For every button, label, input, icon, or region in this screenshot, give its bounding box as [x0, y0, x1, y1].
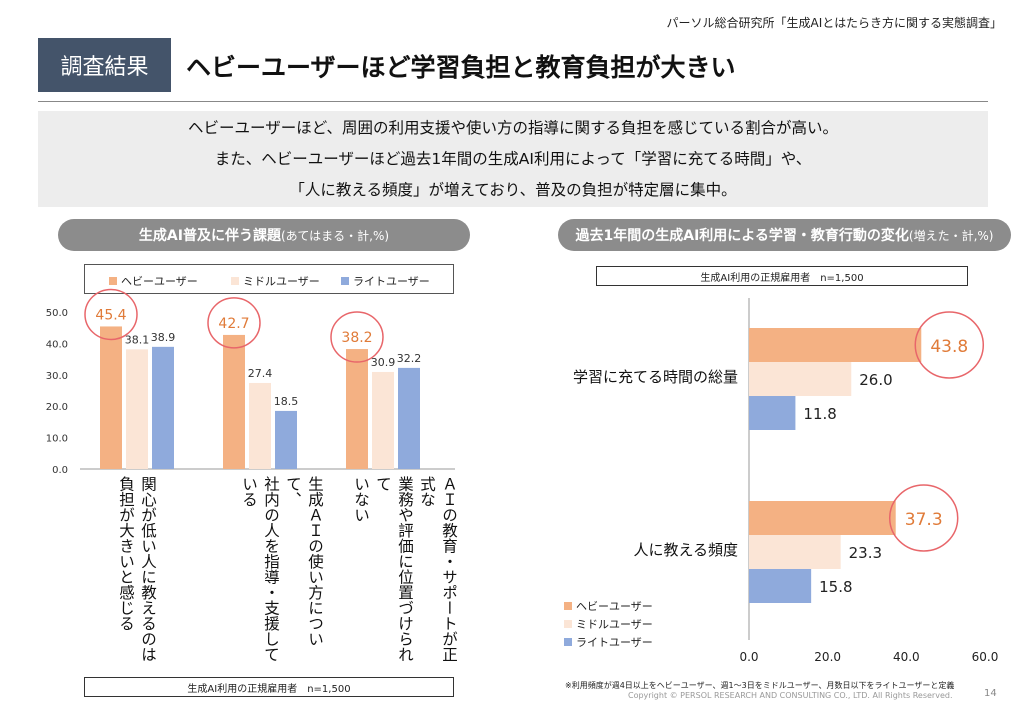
data-label: 38.1: [125, 333, 150, 346]
bar: [275, 410, 297, 469]
bar: [152, 346, 174, 469]
legend-label: ライトユーザー: [576, 636, 653, 649]
legend-item-middle: ミドルユーザー: [564, 616, 653, 632]
highlight-circle: [84, 288, 138, 341]
legend-label: ミドルユーザー: [576, 618, 653, 631]
legend-label: ミドルユーザー: [243, 275, 320, 288]
summary-box: ヘビーユーザーほど、周囲の利用支援や使い方の指導に関する負担を感じている割合が高…: [38, 111, 988, 207]
legend-swatch-heavy: [109, 277, 117, 285]
category-label-line: 業務や評価に位置づけられて: [374, 476, 414, 662]
legend-item-heavy: ヘビーユーザー: [109, 273, 198, 289]
category-label-line: 生成ＡＩの使い方について、: [284, 476, 324, 647]
legend-label: ライトユーザー: [353, 275, 430, 288]
data-label: 30.9: [371, 356, 396, 369]
y-tick-label: 40.0: [46, 339, 68, 350]
right-legend: ヘビーユーザー ミドルユーザー ライトユーザー: [562, 594, 666, 650]
category-label-line: いない: [352, 476, 370, 523]
legend-label: ヘビーユーザー: [576, 600, 653, 613]
right-panel-title-main: 過去1年間の生成AI利用による学習・教育行動の変化: [575, 228, 909, 244]
data-label: 38.2: [341, 330, 372, 346]
left-legend: ヘビーユーザー ミドルユーザー ライトユーザー: [84, 264, 454, 294]
data-label: 38.9: [151, 331, 176, 344]
data-label: 42.7: [218, 316, 249, 332]
left-panel-title-main: 生成AI普及に伴う課題: [138, 228, 281, 244]
left-panel-title: 生成AI普及に伴う課題 (あてはまる・計,%): [58, 219, 470, 251]
category-label: 関心が低い人に教えるのは 負担が大きいと感じる: [115, 476, 159, 676]
highlight-circle: [207, 297, 261, 349]
bar: [126, 349, 148, 469]
footnote: ※利用頻度が週4日以上をヘビーユーザー、週1～3日をミドルユーザー、月数日以下を…: [565, 681, 955, 690]
summary-line-3: 「人に教える頻度」が増えており、普及の負担が特定層に集中。: [289, 181, 737, 199]
y-tick-label: 0.0: [52, 465, 68, 476]
title-divider: [38, 101, 988, 102]
right-panel-title-sub: (増えた・計,%): [908, 228, 994, 243]
legend-item-light: ライトユーザー: [341, 273, 430, 289]
legend-swatch-light: [341, 277, 349, 285]
right-panel-title: 過去1年間の生成AI利用による学習・教育行動の変化 (増えた・計,%): [558, 219, 1011, 251]
data-label: 18.5: [274, 395, 299, 408]
category-label-line: ＡＩの教育・サポートが正式な: [418, 476, 458, 662]
bar: [372, 371, 394, 469]
left-panel-title-sub: (あてはまる・計,%): [280, 228, 390, 243]
section-badge: 調査結果: [38, 38, 171, 92]
y-tick-label: 10.0: [46, 434, 68, 445]
legend-label: ヘビーユーザー: [121, 275, 198, 288]
data-label: 32.2: [397, 352, 422, 365]
bar: [100, 326, 122, 469]
y-tick-label: 20.0: [46, 402, 68, 413]
legend-item-light: ライトユーザー: [564, 634, 653, 650]
bar: [398, 367, 420, 469]
legend-swatch-middle: [564, 620, 572, 628]
legend-item-middle: ミドルユーザー: [231, 273, 320, 289]
left-n-note: 生成AI利用の正規雇用者 n=1,500: [84, 677, 454, 697]
y-tick-label: 50.0: [46, 308, 68, 319]
y-tick-label: 30.0: [46, 371, 68, 382]
page-title: ヘビーユーザーほど学習負担と教育負担が大きい: [186, 53, 736, 82]
source-note: パーソル総合研究所「生成AIとはたらき方に関する実態調査」: [666, 16, 1002, 30]
data-label: 27.4: [248, 367, 273, 380]
summary-line-2: また、ヘビーユーザーほど過去1年間の生成AI利用によって「学習に充てる時間」や、: [214, 150, 812, 168]
bar: [346, 349, 368, 469]
category-label-line: 社内の人を指導・支援している: [240, 476, 280, 662]
data-label: 45.4: [95, 307, 126, 323]
legend-swatch-light: [564, 638, 572, 646]
legend-item-heavy: ヘビーユーザー: [564, 598, 653, 614]
right-n-note: 生成AI利用の正規雇用者 n=1,500: [596, 266, 968, 286]
category-label: ＡＩの教育・サポートが正式な 業務や評価に位置づけられて いない: [350, 476, 460, 676]
highlight-circle: [330, 311, 384, 363]
bar: [223, 334, 245, 469]
legend-swatch-heavy: [564, 602, 572, 610]
category-label-line: 負担が大きいと感じる: [117, 476, 135, 631]
bar: [249, 382, 271, 469]
category-label-line: 関心が低い人に教えるのは: [139, 476, 157, 662]
summary-line-1: ヘビーユーザーほど、周囲の利用支援や使い方の指導に関する負担を感じている割合が高…: [188, 119, 838, 137]
page-number: 14: [984, 688, 997, 699]
category-label: 生成ＡＩの使い方について、 社内の人を指導・支援している: [238, 476, 326, 676]
copyright: Copyright © PERSOL RESEARCH AND CONSULTI…: [628, 691, 953, 700]
legend-swatch-middle: [231, 277, 239, 285]
